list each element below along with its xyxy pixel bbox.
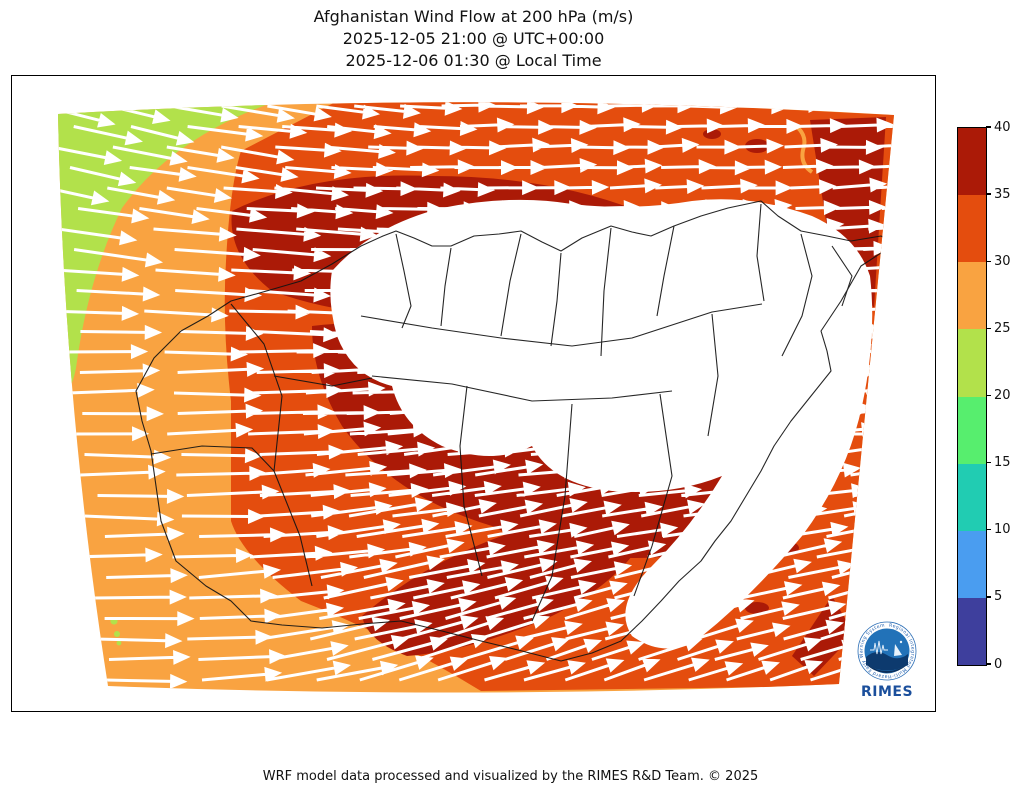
- page-title: Afghanistan Wind Flow at 200 hPa (m/s): [313, 7, 634, 26]
- colorbar-tick: [986, 327, 991, 330]
- colorbar-segment: [958, 262, 986, 330]
- colorbar-tick-label: 0: [994, 656, 1003, 672]
- country-border: [135, 200, 894, 662]
- map-axes-frame: [11, 75, 936, 712]
- colorbar-segment: [958, 463, 986, 531]
- subtitle-local: 2025-12-06 01:30 @ Local Time: [345, 51, 602, 70]
- wind-arrow-glyphs: [58, 102, 894, 689]
- logo-seismograph-icon: [870, 640, 888, 655]
- wind-map: [58, 102, 894, 693]
- colorbar-tick-label: 40: [994, 119, 1011, 135]
- logo-mountains: [866, 651, 908, 671]
- colorbar-tick-label: 30: [994, 253, 1011, 269]
- colorbar-segment: [958, 195, 986, 263]
- colorbar-segment: [958, 597, 986, 665]
- speed-fill-20-25: [58, 102, 274, 386]
- colorbar-tick: [986, 663, 991, 665]
- colorbar-tick-label: 35: [994, 186, 1011, 202]
- colorbar-tick-label: 10: [994, 522, 1011, 538]
- logo-sail-icon: [894, 644, 902, 656]
- colorbar-tick: [986, 596, 991, 598]
- colorbar-tick-label: 25: [994, 320, 1011, 336]
- colorbar-tick-label: 15: [994, 455, 1011, 471]
- wind-arrows: [58, 102, 894, 689]
- speed-spot-20-25: [114, 631, 120, 637]
- logo-wave: [867, 665, 907, 673]
- colorbar-tick: [986, 193, 991, 195]
- logo-wordmark: RIMES: [861, 684, 913, 700]
- province-borders: [135, 200, 894, 662]
- colorbar-tick-label: 5: [994, 589, 1003, 605]
- colorbar-segment: [958, 530, 986, 598]
- subtitle-utc: 2025-12-05 21:00 @ UTC+00:00: [342, 29, 605, 48]
- colorbar-tick: [986, 394, 991, 397]
- footer-credit: WRF model data processed and visualized …: [262, 769, 759, 784]
- colorbar-tick: [986, 461, 991, 464]
- colorbar-tick: [986, 529, 991, 531]
- logo-dot: [899, 640, 903, 644]
- colorbar-tick: [986, 126, 991, 128]
- colorbar-segment: [958, 128, 986, 196]
- colorbar-tick: [986, 260, 991, 262]
- title-block: Afghanistan Wind Flow at 200 hPa (m/s) 2…: [11, 6, 936, 72]
- colorbar-segment: [958, 329, 986, 397]
- colorbar-tick-label: 20: [994, 388, 1011, 403]
- rimes-logo: Regional Integrated Multi-Hazard Early W…: [854, 618, 920, 706]
- colorbar: [957, 127, 987, 666]
- speed-spot-20-25: [116, 640, 122, 646]
- colorbar-segment: [958, 396, 986, 464]
